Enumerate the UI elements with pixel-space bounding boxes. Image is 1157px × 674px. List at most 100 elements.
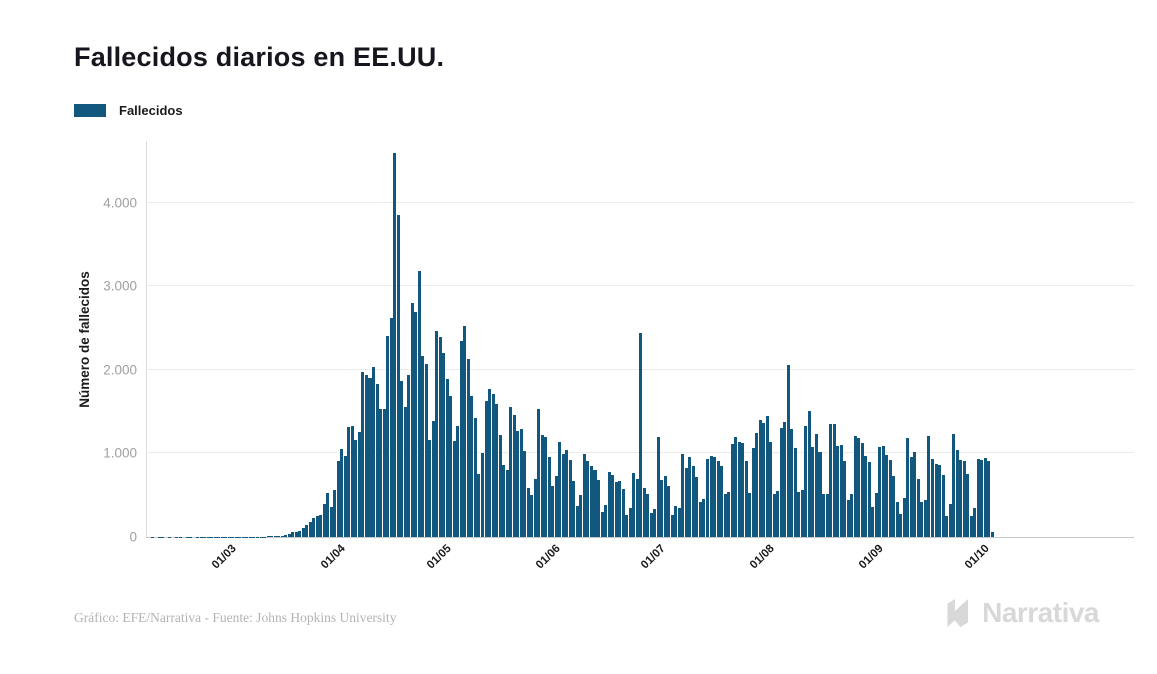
bar[interactable]: [322, 503, 326, 537]
bar[interactable]: [976, 458, 980, 537]
bar[interactable]: [287, 533, 291, 537]
bar[interactable]: [386, 335, 390, 537]
bar[interactable]: [523, 450, 527, 537]
bar[interactable]: [540, 434, 544, 537]
bar[interactable]: [941, 475, 945, 537]
bar[interactable]: [748, 492, 752, 537]
bar[interactable]: [899, 513, 903, 537]
bar[interactable]: [639, 333, 643, 537]
bar[interactable]: [273, 536, 277, 537]
bar[interactable]: [720, 465, 724, 537]
bar[interactable]: [364, 374, 368, 537]
bar[interactable]: [959, 459, 963, 537]
bar[interactable]: [428, 440, 432, 537]
bar[interactable]: [811, 447, 815, 537]
bar[interactable]: [846, 499, 850, 537]
bar[interactable]: [660, 480, 664, 537]
bar[interactable]: [691, 466, 695, 537]
bar[interactable]: [948, 503, 952, 537]
bar[interactable]: [459, 340, 463, 537]
bar[interactable]: [407, 375, 411, 537]
bar[interactable]: [649, 512, 653, 537]
bar[interactable]: [393, 153, 397, 537]
bar[interactable]: [843, 461, 847, 537]
bar[interactable]: [421, 355, 425, 537]
bar[interactable]: [333, 490, 337, 537]
bar[interactable]: [498, 435, 502, 537]
bar[interactable]: [909, 457, 913, 537]
bar[interactable]: [927, 436, 931, 537]
bar[interactable]: [653, 509, 657, 537]
bar[interactable]: [495, 403, 499, 537]
bar[interactable]: [519, 428, 523, 537]
bar[interactable]: [544, 437, 548, 537]
bar[interactable]: [744, 461, 748, 537]
bar[interactable]: [632, 472, 636, 537]
bar[interactable]: [530, 494, 534, 537]
bar[interactable]: [797, 491, 801, 537]
bar[interactable]: [438, 337, 442, 537]
bar[interactable]: [484, 400, 488, 537]
bar[interactable]: [713, 456, 717, 537]
bar[interactable]: [864, 455, 868, 537]
bar[interactable]: [878, 446, 882, 537]
bar[interactable]: [593, 470, 597, 537]
bar[interactable]: [930, 458, 934, 537]
bar[interactable]: [892, 476, 896, 537]
bar[interactable]: [329, 506, 333, 537]
bar[interactable]: [987, 461, 991, 537]
bar[interactable]: [424, 364, 428, 537]
bar[interactable]: [969, 516, 973, 537]
bar[interactable]: [674, 506, 678, 537]
bar[interactable]: [336, 460, 340, 537]
bar[interactable]: [372, 367, 376, 537]
bar[interactable]: [625, 514, 629, 537]
bar[interactable]: [319, 514, 323, 537]
bar[interactable]: [727, 491, 731, 537]
bar[interactable]: [572, 481, 576, 537]
bar[interactable]: [526, 487, 530, 537]
bar[interactable]: [456, 426, 460, 537]
bar[interactable]: [779, 428, 783, 537]
bar[interactable]: [758, 419, 762, 537]
bar[interactable]: [702, 499, 706, 537]
bar[interactable]: [923, 500, 927, 537]
bar[interactable]: [822, 494, 826, 537]
bar[interactable]: [614, 482, 618, 537]
bar[interactable]: [814, 433, 818, 537]
bar[interactable]: [449, 395, 453, 537]
bar[interactable]: [769, 442, 773, 537]
bar[interactable]: [955, 449, 959, 537]
bar[interactable]: [628, 507, 632, 537]
bar[interactable]: [635, 478, 639, 537]
bar[interactable]: [945, 515, 949, 537]
bar[interactable]: [396, 214, 400, 537]
bar[interactable]: [582, 454, 586, 537]
bar[interactable]: [902, 498, 906, 537]
bar[interactable]: [607, 472, 611, 537]
bar[interactable]: [326, 493, 330, 537]
bar[interactable]: [618, 480, 622, 537]
bar[interactable]: [368, 378, 372, 537]
bar[interactable]: [698, 501, 702, 537]
bar[interactable]: [860, 443, 864, 537]
bar[interactable]: [723, 493, 727, 537]
bar[interactable]: [470, 396, 474, 537]
bar[interactable]: [414, 312, 418, 537]
bar[interactable]: [533, 479, 537, 537]
bar[interactable]: [836, 445, 840, 537]
bar[interactable]: [656, 436, 660, 537]
bar[interactable]: [277, 535, 281, 537]
bar[interactable]: [839, 445, 843, 537]
bar[interactable]: [829, 423, 833, 537]
bar[interactable]: [871, 506, 875, 537]
bar[interactable]: [755, 433, 759, 537]
bar[interactable]: [452, 440, 456, 537]
bar[interactable]: [473, 418, 477, 537]
bar[interactable]: [315, 516, 319, 537]
bar[interactable]: [751, 447, 755, 537]
bar[interactable]: [312, 518, 316, 537]
bar[interactable]: [765, 415, 769, 537]
bar[interactable]: [737, 441, 741, 537]
bar[interactable]: [800, 490, 804, 537]
